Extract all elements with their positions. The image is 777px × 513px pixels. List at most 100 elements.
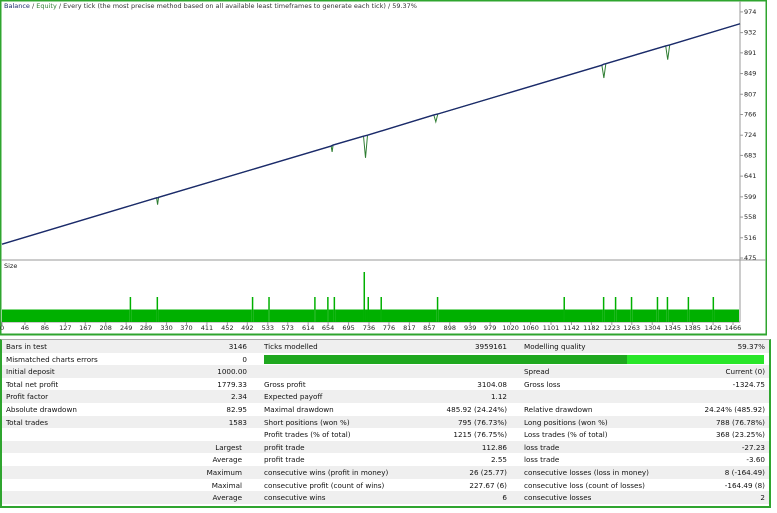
report-row: Profit trades (% of total) 1215 (76.75%) L… [2, 428, 769, 441]
report-value: 112.86 [481, 442, 507, 452]
x-tick-label: 330 [160, 324, 172, 332]
size-bar [614, 297, 617, 322]
size-bar [564, 309, 603, 322]
y-tick-label: 807 [744, 90, 756, 98]
report-row: Initial deposit 1000.00 Spread Current (0) [2, 365, 769, 378]
size-bar [656, 297, 659, 322]
x-tick-label: 857 [423, 324, 435, 332]
y-tick-label: 932 [744, 29, 756, 37]
size-bar [253, 309, 269, 322]
report-label: consecutive wins (profit in money) [264, 468, 389, 477]
x-tick-label: 1101 [543, 324, 560, 332]
legend-entry: Balance [4, 2, 36, 10]
report-row: Average profit trade 2.55 loss trade -3.60 [2, 453, 769, 466]
report-value: Current (0) [725, 367, 765, 377]
x-tick-label: 1385 [684, 324, 701, 332]
size-bar [630, 297, 633, 322]
report-label: profit trade [264, 455, 305, 465]
size-bar [269, 309, 315, 322]
size-bar [2, 309, 130, 322]
report-label: Ticks modelled [264, 342, 318, 351]
y-tick-label: 599 [744, 193, 756, 201]
series-line [1, 23, 741, 245]
report-value: 3104.08 [477, 379, 507, 389]
x-tick-label: 452 [221, 324, 233, 332]
report-value: 2.55 [490, 455, 507, 465]
size-bar [314, 297, 316, 322]
report-label: consecutive loss (count of losses) [524, 480, 645, 490]
legend-entry: Equity [36, 2, 63, 10]
size-bar [604, 309, 615, 322]
report-row: Average consecutive wins 6 consecutive loss… [2, 491, 769, 504]
report-label: Mismatched charts errors [6, 354, 98, 364]
x-tick-label: 573 [282, 324, 294, 332]
y-tick-label: 766 [744, 110, 756, 118]
report-value: -164.49 (8) [724, 480, 765, 490]
report-value: 1000.00 [217, 367, 247, 377]
size-bar [365, 309, 368, 322]
size-bar [369, 309, 381, 322]
size-bar [328, 309, 334, 322]
report-row: Mismatched charts errors 0 [2, 353, 769, 366]
report-label: Maximum [206, 468, 242, 477]
size-bar [687, 297, 690, 322]
size-bar [714, 309, 740, 322]
report-value: 26 (25.77) [469, 468, 507, 477]
report-label: Absolute drawdown [6, 405, 77, 414]
report-row: Bars in test 3146 Ticks modelled 3959161 Mod… [2, 340, 769, 353]
x-tick-label: 1020 [502, 324, 519, 332]
report-value: -3.60 [746, 455, 765, 465]
report-value: 3146 [228, 342, 247, 351]
size-bar [632, 309, 657, 322]
x-tick-label: 492 [241, 324, 253, 332]
size-bar [380, 297, 382, 322]
x-tick-label: 533 [262, 324, 274, 332]
x-tick-label: 289 [140, 324, 152, 332]
report-label: Expected payoff [264, 392, 323, 402]
report-label: Spread [524, 367, 550, 377]
x-tick-label: 46 [21, 324, 29, 332]
report-value: 795 (76.73%) [457, 417, 507, 427]
report-label: Gross loss [524, 379, 561, 389]
x-tick-label: 776 [383, 324, 395, 332]
chart-panel: 475 516 558 599 641 683 724 766 807 849 891 932 974 S… [0, 0, 767, 336]
report-label: consecutive losses [524, 493, 592, 503]
report-label: consecutive wins [264, 493, 326, 503]
report-row: Profit factor 2.34 Expected payoff 1.12 [2, 390, 769, 403]
x-tick-label: 370 [180, 324, 192, 332]
size-bar [436, 297, 439, 322]
size-bar [602, 297, 605, 322]
report-value: 2.34 [230, 392, 247, 402]
y-tick-label: 974 [744, 8, 756, 16]
x-tick-label: 1182 [583, 324, 600, 332]
report-label: Total net profit [6, 379, 59, 389]
report-value: -27.23 [741, 442, 765, 452]
size-bar [438, 309, 564, 322]
x-tick-label: 411 [201, 324, 213, 332]
report-label: Average [212, 455, 242, 465]
report-table: Bars in test 3146 Ticks modelled 3959161 Mod… [0, 339, 771, 508]
report-value: 8 (-164.49) [724, 468, 765, 477]
x-tick-label: 1060 [522, 324, 539, 332]
x-tick-label: 127 [59, 324, 71, 332]
report-row: Maximum consecutive wins (profit in money… [2, 466, 769, 479]
report-label: consecutive profit (count of wins) [264, 480, 385, 490]
size-bar [563, 297, 565, 322]
report-value: 368 (23.25%) [715, 430, 765, 440]
report-row: Maximal consecutive profit (count of wins… [2, 479, 769, 492]
report-value: 1.12 [490, 392, 507, 402]
report-label: loss trade [524, 455, 560, 465]
size-bar [381, 309, 437, 322]
report-label: profit trade [264, 442, 305, 452]
y-tick-label: 683 [744, 151, 756, 159]
chart-header: BalanceEquityEvery tick (the most precis… [4, 2, 417, 10]
x-tick-label: 1223 [604, 324, 621, 332]
x-tick-label: 1426 [705, 324, 722, 332]
x-tick-label: 979 [484, 324, 496, 332]
report-value: 1583 [228, 417, 247, 427]
x-tick-label: 86 [41, 324, 49, 332]
y-tick-label: 516 [744, 234, 756, 242]
x-tick-label: 0 [0, 324, 4, 332]
report-label: Bars in test [6, 342, 47, 351]
